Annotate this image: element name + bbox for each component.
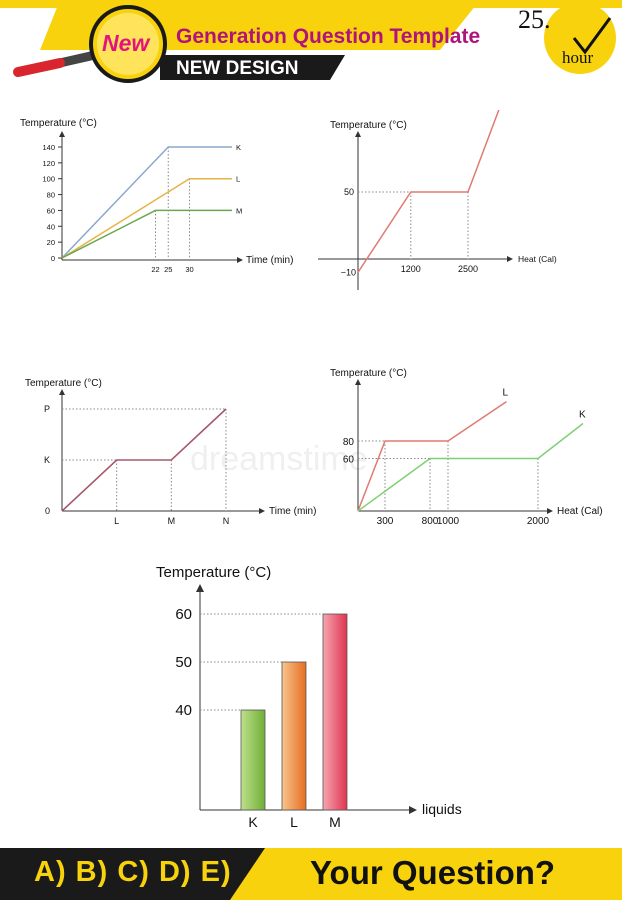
y-axis-label: Temperature (°C)	[25, 378, 102, 389]
y-tick-label: 80	[47, 191, 55, 200]
magnifier-grip	[13, 58, 65, 77]
x-tick-label: 2000	[527, 516, 550, 527]
y-tick-label: 40	[175, 702, 192, 719]
x-tick-label: L	[114, 516, 119, 526]
series-L-line	[357, 401, 507, 512]
y-axis-label: Temperature (°C)	[330, 368, 407, 379]
new-badge: New	[102, 30, 150, 56]
bar-K	[240, 709, 266, 811]
footer-band	[0, 848, 622, 900]
series-label: L	[236, 175, 240, 184]
answer-options: A) B) C) D) E)	[34, 856, 232, 888]
page-subtitle: NEW DESIGN	[176, 58, 299, 79]
timer-circle	[544, 2, 616, 74]
x-tick-label: 2500	[458, 264, 478, 274]
timer-number: 25.	[518, 5, 551, 34]
x-tick-label: 800	[422, 516, 439, 527]
x-tick-label: N	[223, 516, 230, 526]
header-decoration	[13, 2, 616, 83]
y-tick-label: −10	[341, 267, 356, 277]
x-axis-label: Time (min)	[269, 506, 316, 517]
question-prompt: Your Question?	[310, 854, 556, 891]
y-axis-label: Temperature (°C)	[20, 118, 97, 129]
series-label: K	[236, 143, 241, 152]
x-tick-label: M	[168, 516, 176, 526]
x-tick-label: K	[248, 814, 258, 830]
series-label: L	[503, 388, 509, 399]
series-K-line	[357, 110, 500, 273]
x-axis-label: liquids	[422, 801, 462, 817]
series-M-line	[61, 209, 232, 259]
x-tick-label: 22	[151, 265, 159, 274]
y-tick-label: 20	[47, 238, 55, 247]
y-tick-label: 120	[42, 159, 55, 168]
y-tick-label: 60	[47, 206, 55, 215]
y-tick-label: 0	[51, 254, 55, 263]
x-axis-label: Time (min)	[246, 255, 293, 266]
x-tick-label: 300	[377, 516, 394, 527]
timer-unit: hour	[562, 48, 594, 67]
y-axis-label: Temperature (°C)	[330, 120, 407, 131]
chart-time-temperature-letters: Temperature (°C) Time (min) 0 K P L M N	[25, 378, 316, 526]
magnifier-glass	[97, 13, 159, 75]
watermark: dreamstime	[190, 440, 368, 478]
x-tick-label: M	[329, 814, 341, 830]
x-tick-label: 1200	[401, 264, 421, 274]
x-axis-label: Heat (Cal)	[518, 254, 557, 264]
y-tick-label: 40	[47, 222, 55, 231]
page-title: Generation Question Template	[176, 25, 481, 48]
series-label: K	[579, 410, 586, 421]
x-tick-label: 1000	[437, 516, 460, 527]
series-L-line	[61, 177, 232, 259]
series-K-line	[357, 422, 584, 512]
bar-M	[322, 613, 348, 811]
y-tick-label: P	[44, 404, 50, 414]
y-axis-label: Temperature (°C)	[156, 564, 271, 581]
x-tick-label: 25	[164, 265, 172, 274]
x-axis-label: Heat (Cal)	[557, 506, 603, 517]
y-tick-label: K	[44, 455, 50, 465]
x-tick-label: L	[290, 814, 298, 830]
series-K-line	[61, 146, 232, 259]
temperature-line	[61, 408, 227, 512]
chart-heat-temperature-k: Temperature (°C) Heat (Cal) 50 −10 1200 250…	[318, 110, 557, 290]
y-tick-label: 50	[344, 187, 354, 197]
y-tick-label: 80	[343, 437, 355, 448]
subtitle-banner	[160, 55, 345, 80]
y-tick-label: 50	[175, 654, 192, 671]
y-tick-label: 60	[175, 606, 192, 623]
y-tick-label: 0	[45, 506, 50, 516]
y-tick-label: 60	[343, 455, 355, 466]
chart-bar-liquids: Temperature (°C) liquids K L M 60 50 40	[156, 564, 462, 830]
y-tick-label: 140	[42, 143, 55, 152]
checkmark-icon	[572, 17, 612, 55]
chart-heat-temperature-kl: Temperature (°C) Heat (Cal) 80 60 300 80010…	[330, 368, 603, 527]
bar-L	[281, 661, 307, 811]
chart-time-temperature-klm: Temperature (°C) Time (min) 0 20 40 60 80 100…	[20, 118, 293, 274]
series-label: M	[236, 206, 242, 215]
x-tick-label: 30	[185, 265, 193, 274]
y-tick-label: 100	[42, 175, 55, 184]
